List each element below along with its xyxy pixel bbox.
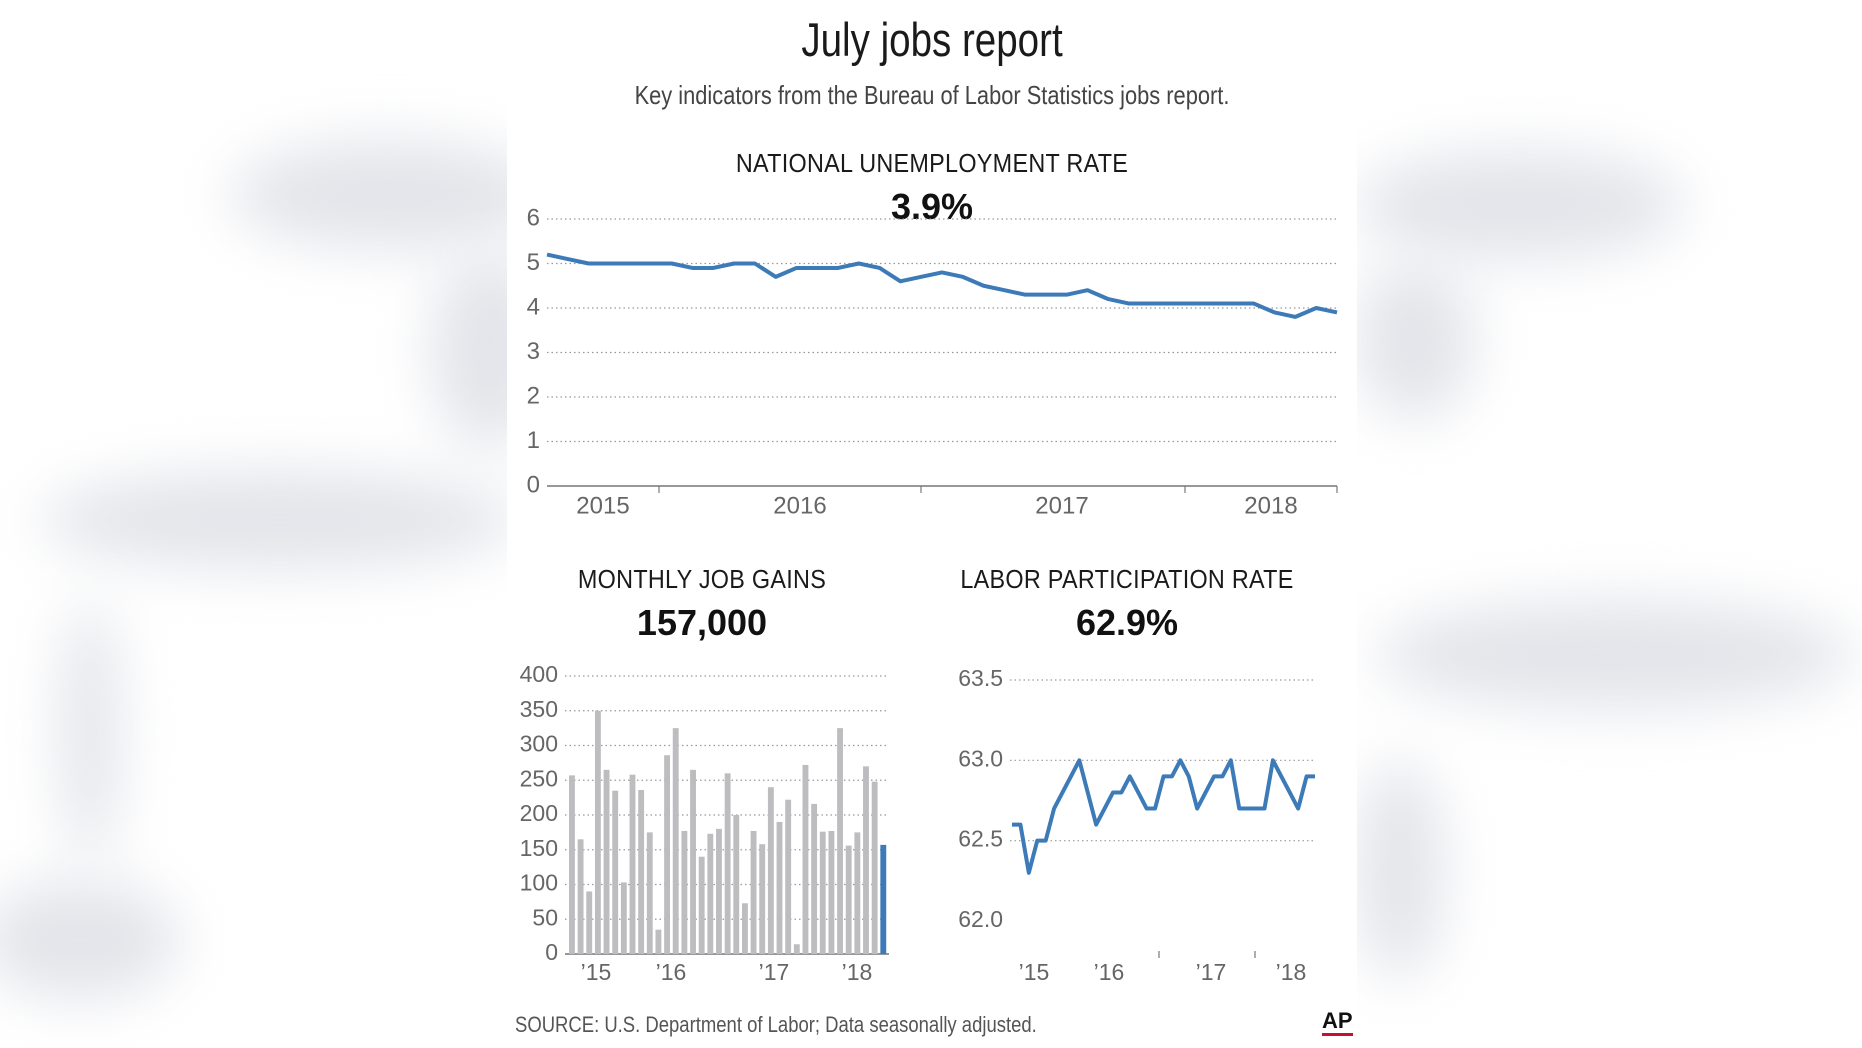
participation-ytick-label: 62.5 xyxy=(958,826,1003,852)
job-gains-bar xyxy=(716,828,722,954)
job-gains-bar xyxy=(871,781,878,954)
participation-series-line xyxy=(1012,758,1315,875)
participation-xtick-label: ’17 xyxy=(1196,959,1227,985)
job-gains-bar xyxy=(612,790,619,954)
page-subtitle: Key indicators from the Bureau of Labor … xyxy=(634,80,1230,110)
unemployment-ytick-label: 1 xyxy=(527,427,540,454)
unemployment-ytick-label: 4 xyxy=(527,293,540,320)
job-gains-bar xyxy=(785,799,792,954)
job-gains-bar xyxy=(646,832,653,954)
job-gains-bar xyxy=(594,710,601,954)
job-gains-bar xyxy=(767,787,774,954)
participation-ytick-label: 63.0 xyxy=(958,745,1003,771)
job-gains-bar xyxy=(733,815,740,954)
job-gains-ytick-label: 100 xyxy=(520,870,558,896)
job-gains-bar xyxy=(698,856,705,954)
job-gains-bar xyxy=(569,775,575,954)
job-gains-xtick-label: ’15 xyxy=(581,959,612,985)
job-gains-xtick-label: ’18 xyxy=(842,959,873,985)
job-gains-bar xyxy=(724,773,731,954)
job-gains-bar xyxy=(845,845,852,954)
job-gains-bar xyxy=(828,830,835,954)
job-gains-bar xyxy=(638,789,645,954)
participation-ytick-label: 63.5 xyxy=(958,665,1003,691)
job-gains-bar xyxy=(759,844,766,954)
unemployment-value: 3.9% xyxy=(890,186,974,227)
job-gains-ytick-label: 400 xyxy=(520,661,558,687)
job-gains-bar xyxy=(776,821,783,954)
background-blur-left xyxy=(0,0,507,1048)
charts-canvas: 0 1 2 3 4 5 6 2015 2016 2017 2018 0 50 100 150 200 250 30… xyxy=(520,204,1338,985)
page-title: July jobs report xyxy=(801,13,1063,66)
job-gains-bar-latest xyxy=(880,844,887,954)
unemployment-xtick-label: 2018 xyxy=(1244,492,1297,519)
job-gains-bar xyxy=(811,803,818,954)
job-gains-ytick-label: 200 xyxy=(520,800,558,826)
job-gains-ytick-label: 150 xyxy=(520,835,558,861)
job-gains-xtick-label: ’17 xyxy=(759,959,790,985)
job-gains-bar xyxy=(690,769,696,954)
participation-xtick-label: ’16 xyxy=(1094,959,1125,985)
infographic-panel: July jobs report Key indicators from the… xyxy=(507,0,1357,1048)
job-gains-xtick-label: ’16 xyxy=(656,959,687,985)
unemployment-ytick-label: 0 xyxy=(527,471,540,498)
job-gains-ytick-label: 250 xyxy=(520,765,558,791)
job-gains-bar xyxy=(750,830,757,954)
job-gains-ytick-label: 300 xyxy=(520,731,558,757)
job-gains-chart-title: MONTHLY JOB GAINS xyxy=(577,564,827,594)
job-gains-bar xyxy=(854,832,861,954)
unemployment-ytick-label: 6 xyxy=(527,204,540,231)
job-gains-bar xyxy=(655,929,662,954)
unemployment-ytick-label: 5 xyxy=(527,249,540,276)
job-gains-value: 157,000 xyxy=(636,602,768,643)
job-gains-ytick-label: 50 xyxy=(532,904,558,930)
job-gains-ytick-label: 0 xyxy=(545,939,558,965)
unemployment-xtick-label: 2017 xyxy=(1035,492,1088,519)
job-gains-bar xyxy=(863,766,869,954)
participation-xtick-label: ’18 xyxy=(1276,959,1307,985)
job-gains-bar xyxy=(672,728,679,954)
job-gains-bar xyxy=(819,831,826,954)
source-note: SOURCE: U.S. Department of Labor; Data s… xyxy=(515,1012,1037,1037)
job-gains-bar xyxy=(577,839,584,954)
unemployment-xtick-label: 2015 xyxy=(576,492,629,519)
participation-xtick-label: ’15 xyxy=(1019,959,1050,985)
job-gains-bar xyxy=(620,882,627,954)
job-gains-bar xyxy=(837,728,843,954)
participation-value: 62.9% xyxy=(1075,602,1179,643)
job-gains-bar xyxy=(586,891,593,954)
job-gains-bar xyxy=(793,944,800,954)
unemployment-chart-title: NATIONAL UNEMPLOYMENT RATE xyxy=(735,148,1129,178)
job-gains-bar xyxy=(707,833,714,954)
unemployment-xtick-label: 2016 xyxy=(773,492,826,519)
job-gains-bar xyxy=(603,769,610,954)
participation-ytick-label: 62.0 xyxy=(958,906,1003,932)
unemployment-series-line xyxy=(546,252,1338,319)
unemployment-ytick-label: 2 xyxy=(527,382,540,409)
job-gains-bar xyxy=(741,903,748,954)
job-gains-bar xyxy=(629,774,636,954)
participation-chart-title: LABOR PARTICIPATION RATE xyxy=(960,564,1294,594)
job-gains-bar xyxy=(664,755,671,954)
job-gains-ytick-label: 350 xyxy=(520,696,558,722)
job-gains-bar xyxy=(802,764,809,954)
job-gains-bar xyxy=(681,830,688,954)
unemployment-ytick-label: 3 xyxy=(527,338,540,365)
background-blur-right xyxy=(1355,0,1862,1048)
ap-logo: AP xyxy=(1322,1010,1353,1036)
